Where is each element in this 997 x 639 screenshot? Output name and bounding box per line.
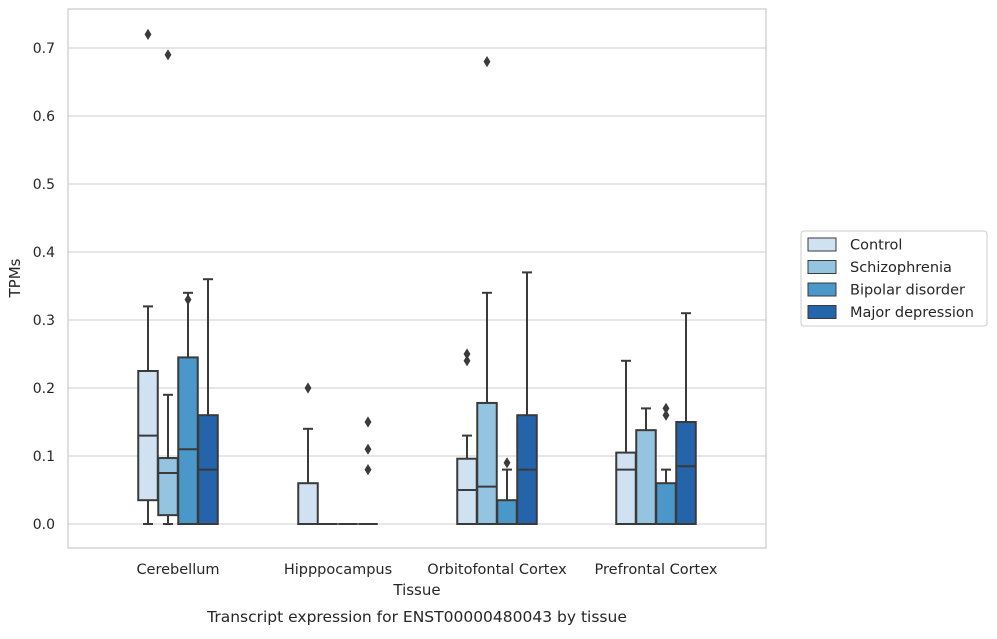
box-group [297,382,319,526]
legend-frame [800,230,988,327]
box [675,421,697,525]
y-tick-label: 0.5 [33,177,55,193]
flier-point [144,28,152,40]
box [635,429,657,525]
gridlines [68,47,766,525]
box-group [615,359,637,526]
legend-label: Schizophrenia [850,260,952,276]
flier-point [483,56,491,68]
y-tick-label: 0.6 [33,109,55,125]
box [496,499,518,526]
legend-label: Control [850,238,902,254]
x-axis-ticks: Cerebellum Hipppocampus Orbitofontal Corte… [136,562,717,578]
box-group [516,271,538,526]
x-tick-label: Hipppocampus [284,562,392,578]
chart-caption: Transcript expression for ENST0000048004… [206,608,627,626]
plot-area-frame [67,8,767,549]
box-group [157,49,179,525]
boxes [137,28,697,526]
box-group [476,56,498,525]
box [615,451,637,526]
box [476,401,498,525]
y-tick-label: 0.1 [33,449,55,465]
box [297,482,319,526]
legend-swatch [807,237,837,252]
y-tick-label: 0.7 [33,41,55,57]
legend-swatch [807,282,837,297]
box [456,457,478,525]
y-tick-label: 0.4 [33,245,55,261]
legend-items: Control Schizophrenia Bipolar disorder Majo… [807,237,974,321]
flier-point [364,416,372,428]
x-tick-label: Cerebellum [136,562,219,578]
x-tick-label: Orbitofontal Cortex [427,562,567,578]
flier-point [304,382,312,394]
box-group [358,416,378,525]
flier-point [184,294,192,306]
box-group [177,291,199,525]
y-tick-label: 0.0 [33,517,55,533]
x-axis-label: Tissue [392,581,440,599]
flier-point [364,443,372,455]
box-group [496,457,518,526]
box-group [197,278,219,526]
y-tick-label: 0.2 [33,381,55,397]
x-tick-label: Prefrontal Cortex [595,562,718,578]
legend-label: Major depression [850,305,974,321]
legend-label: Bipolar disorder [850,283,965,299]
box-group [675,312,697,525]
flier-point [463,348,471,360]
box [655,482,677,526]
y-tick-label: 0.3 [33,313,55,329]
flier-point [662,409,670,421]
legend: Control Schizophrenia Bipolar disorder Majo… [800,230,988,327]
flier-point [463,355,471,367]
box [157,457,179,517]
box [177,356,199,525]
flier-point [503,457,511,469]
legend-swatch [807,260,837,274]
y-axis-label: TPMs [6,258,24,298]
flier-point [364,464,372,476]
box-group [456,348,478,525]
flier-point [164,49,172,61]
legend-swatch [807,305,837,319]
box-group [655,402,677,526]
flier-point [662,402,670,414]
box-group [137,28,159,525]
box-group [635,407,657,525]
y-axis-ticks: 0.0 0.1 0.2 0.3 0.4 0.5 0.6 0.7 [33,41,55,533]
